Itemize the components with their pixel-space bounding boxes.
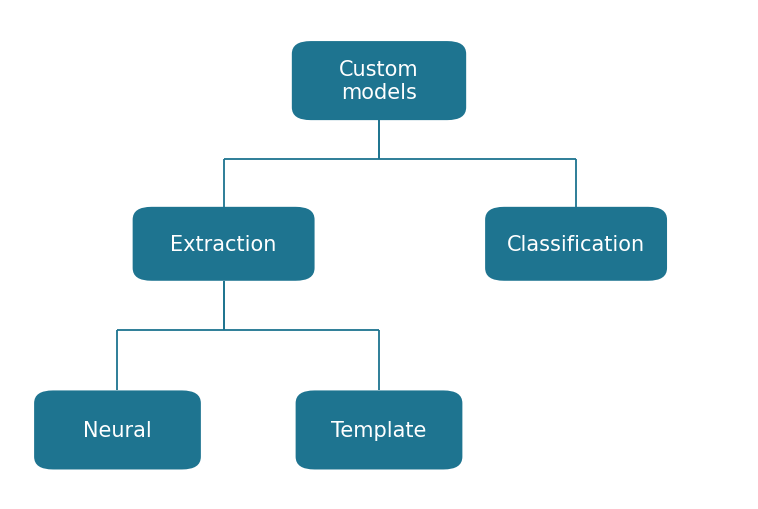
FancyBboxPatch shape [34,391,201,469]
Text: Template: Template [331,420,427,440]
Text: Extraction: Extraction [171,234,277,254]
Text: Custom
models: Custom models [339,60,419,103]
FancyBboxPatch shape [296,391,462,469]
Text: Neural: Neural [83,420,152,440]
Text: Classification: Classification [507,234,645,254]
FancyBboxPatch shape [133,208,315,281]
FancyBboxPatch shape [485,208,667,281]
FancyBboxPatch shape [292,42,466,121]
